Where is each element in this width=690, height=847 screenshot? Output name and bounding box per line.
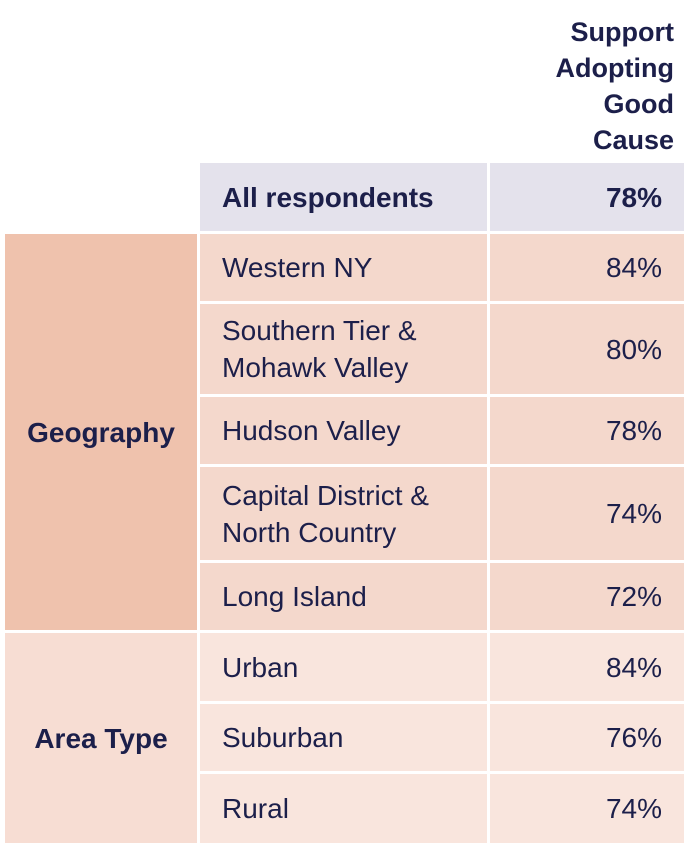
table-row-label: Capital District & North Country <box>200 467 487 560</box>
table-row-label: Long Island <box>200 563 487 630</box>
column-header-line: Support <box>570 17 674 47</box>
table-row-label: Suburban <box>200 704 487 771</box>
table-row-value: 72% <box>490 563 684 630</box>
table-row-label-line: Southern Tier & <box>222 315 417 346</box>
table-row-label: Hudson Valley <box>200 397 487 464</box>
table-row-label-line: Mohawk Valley <box>222 352 409 383</box>
table-row-label-line: Capital District & <box>222 479 429 511</box>
table-row-label: Southern Tier & Mohawk Valley <box>200 304 487 394</box>
table-row-value: 74% <box>490 467 684 560</box>
table-row-value: 74% <box>490 774 684 843</box>
table-row-value: 84% <box>490 234 684 301</box>
column-header: Support Adopting Good Cause <box>490 14 674 158</box>
column-header-line: Good <box>603 89 674 119</box>
table-row-label: Rural <box>200 774 487 843</box>
table-row-label: Urban <box>200 633 487 701</box>
all-respondents-value: 78% <box>490 163 684 231</box>
table-row-value: 76% <box>490 704 684 771</box>
all-respondents-label: All respondents <box>200 163 487 231</box>
column-header-line: Adopting <box>555 53 674 83</box>
table-row-value: 78% <box>490 397 684 464</box>
table-row-value: 80% <box>490 304 684 394</box>
group-label-area-type: Area Type <box>5 633 197 843</box>
group-label-geography: Geography <box>5 234 197 630</box>
table-row-value: 84% <box>490 633 684 701</box>
table-row-label-line: North Country <box>222 516 397 548</box>
column-header-line: Cause <box>592 125 674 155</box>
table-row-label: Western NY <box>200 234 487 301</box>
